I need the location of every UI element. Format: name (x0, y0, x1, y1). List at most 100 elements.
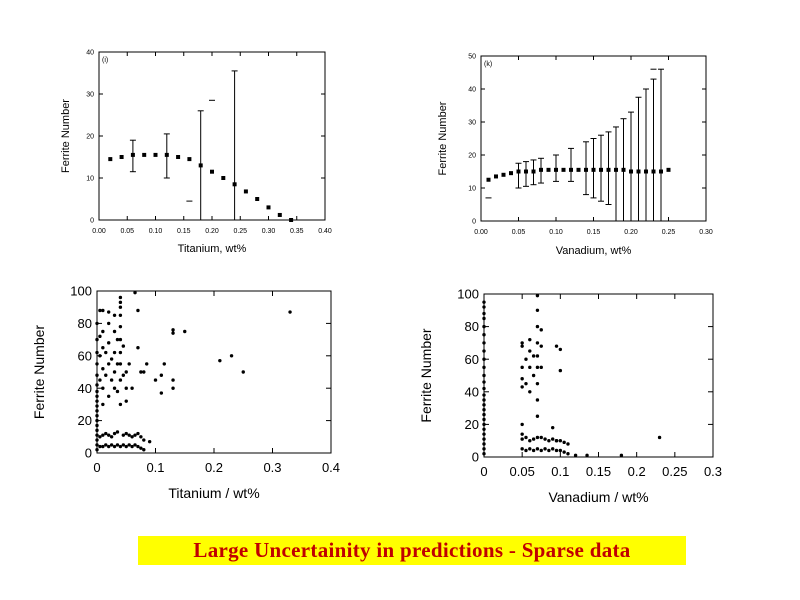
x-tick-label: 0.30 (262, 228, 276, 235)
data-point (133, 443, 137, 447)
data-point (558, 439, 563, 443)
data-point (546, 167, 551, 172)
data-point (482, 393, 486, 397)
data-point (108, 157, 113, 162)
data-point (520, 422, 524, 427)
data-point (255, 197, 260, 201)
data-point (95, 423, 99, 428)
data-point (535, 414, 540, 418)
data-point (566, 452, 570, 456)
y-tick-label: 0 (85, 446, 92, 461)
y-tick-label: 30 (468, 119, 476, 126)
data-point (115, 389, 120, 394)
data-point (482, 373, 486, 378)
data-point (109, 443, 114, 447)
data-point (107, 433, 111, 437)
y-tick-label: 10 (86, 175, 94, 182)
data-point (535, 365, 540, 370)
x-tick-label: 0.25 (233, 228, 247, 235)
data-point (651, 169, 656, 174)
data-point (139, 435, 143, 439)
data-point (107, 321, 111, 326)
data-point (159, 391, 164, 395)
data-point (551, 425, 555, 430)
data-point (139, 446, 143, 450)
x-tick-label: 0.40 (318, 228, 332, 235)
data-point (482, 357, 486, 361)
data-point (101, 308, 105, 313)
data-point (528, 439, 532, 443)
data-point (551, 447, 555, 451)
data-point (121, 433, 126, 437)
y-tick-label: 40 (468, 86, 476, 93)
chart-vanadium-fit: 0.00 0.05 0.10 0.15 0.20 0.25 0.30 0 10 20 30 40 50 V… (437, 53, 713, 257)
data-point (101, 433, 105, 437)
data-point (535, 324, 540, 329)
data-point (229, 354, 234, 358)
data-point (124, 444, 128, 449)
y-axis-label: Ferrite Number (31, 325, 47, 419)
data-point (482, 316, 486, 321)
data-point (232, 182, 237, 187)
data-point (486, 177, 491, 182)
x-tick-label: 0.15 (586, 464, 611, 479)
x-tick-label: 0.25 (662, 464, 687, 479)
y-tick-label: 100 (457, 287, 479, 302)
data-point (482, 365, 486, 370)
data-point (243, 189, 248, 194)
caption-banner: Large Uncertainity in predictions - Spar… (138, 536, 686, 565)
data-point (585, 453, 589, 458)
data-point (118, 313, 123, 317)
data-point (210, 169, 214, 174)
data-point (133, 290, 137, 295)
data-point (119, 155, 124, 159)
data-point (547, 448, 551, 453)
data-point (159, 373, 164, 377)
x-axis-label: Vanadium, wt% (556, 245, 632, 257)
y-tick-label: 40 (78, 381, 92, 396)
data-point (535, 354, 540, 358)
y-tick-label: 20 (468, 152, 476, 159)
data-point (104, 350, 108, 355)
plot-frame (98, 51, 326, 221)
plot-frame (483, 293, 714, 458)
data-point (109, 435, 114, 439)
data-point (153, 152, 158, 157)
y-tick-label: 60 (465, 352, 479, 367)
data-point (104, 443, 108, 447)
x-tick-label: 0.05 (120, 228, 134, 235)
y-tick-label: 80 (78, 316, 92, 331)
data-point (95, 383, 99, 387)
data-point (112, 386, 117, 390)
data-point (124, 370, 128, 374)
data-point (657, 435, 662, 440)
data-point (562, 440, 566, 445)
data-point (124, 431, 128, 436)
data-point (539, 344, 543, 348)
data-point (101, 346, 105, 350)
x-tick-label: 0.00 (474, 229, 488, 236)
data-point (621, 167, 626, 172)
panel-label: (i) (102, 57, 108, 64)
data-point (535, 341, 540, 345)
data-point (104, 373, 108, 377)
data-point (118, 295, 123, 300)
data-point (118, 324, 123, 329)
data-point (524, 435, 528, 440)
data-point (539, 365, 543, 370)
data-point (127, 443, 131, 447)
plot-frame (96, 290, 332, 454)
data-point (277, 212, 282, 217)
data-point (162, 362, 166, 366)
data-point (145, 362, 149, 366)
y-tick-label: 20 (86, 133, 94, 140)
x-tick-label: 0.2 (205, 460, 223, 475)
data-point (98, 378, 102, 382)
data-point (528, 365, 532, 370)
data-point (98, 435, 102, 439)
x-axis-label: Vanadium / wt% (548, 489, 648, 505)
x-tick-label: 0.10 (149, 228, 163, 235)
data-point (101, 386, 105, 390)
x-tick-label: 0.3 (704, 464, 722, 479)
